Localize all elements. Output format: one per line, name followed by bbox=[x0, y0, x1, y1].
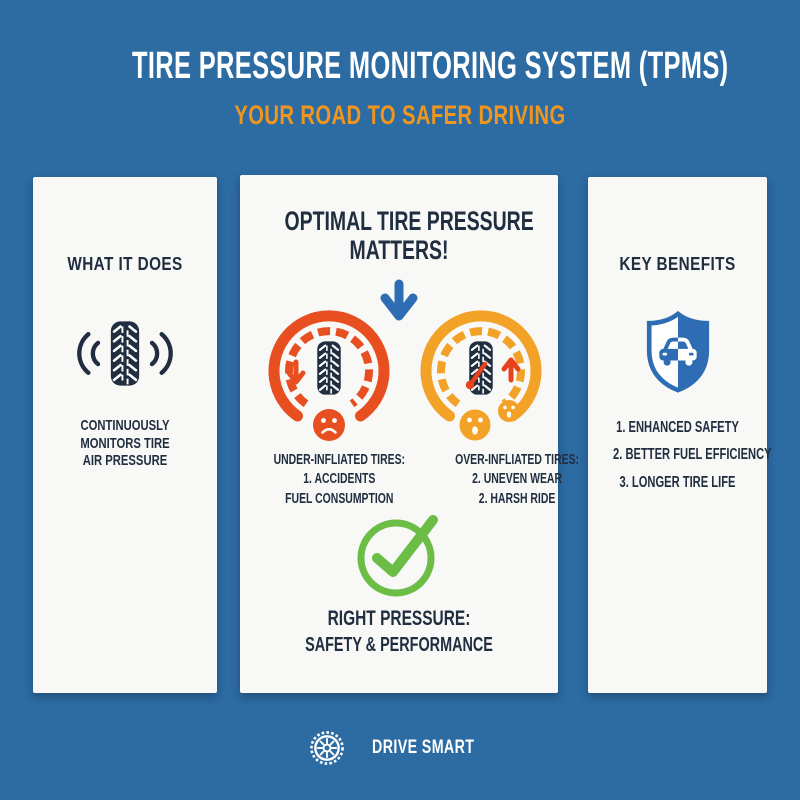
center-title-line: OPTIMAL TIRE PRESSURE bbox=[284, 206, 534, 236]
panel-left-description: CONTINUOUSLY MONITORS TIRE AIR PRESSURE bbox=[56, 417, 194, 470]
under-inflated-column: UNDER-INFLIATED TIRES: 1. ACCIDENTS FUEL… bbox=[274, 451, 405, 509]
wheel-logo-icon bbox=[310, 731, 345, 765]
shield-car-icon bbox=[588, 310, 767, 399]
page-subtitle: YOUR ROAD TO SAFER DRIVING bbox=[234, 100, 566, 130]
shield-with-car-icon bbox=[646, 310, 709, 393]
benefit-item: 1. ENHANCED SAFETY bbox=[616, 419, 739, 436]
benefit-item: 2. BETTER FUEL EFFICIENCY bbox=[613, 446, 772, 464]
conclusion-line: RIGHT PRESSURE: bbox=[327, 606, 471, 630]
description-line: AIR PRESSURE bbox=[82, 452, 168, 470]
description-line: CONTINUOUSLY bbox=[80, 417, 170, 434]
down-arrow-icon bbox=[240, 279, 558, 330]
over-inflated-column: OVER-INFLIATED TIRES: 2. UNEVEN WEAR 2. … bbox=[455, 451, 579, 509]
panel-key-benefits: KEY BENEFITS bbox=[588, 177, 772, 693]
under-inflated-heading: UNDER-INFLIATED TIRES: bbox=[273, 452, 406, 468]
over-inflated-item: 2. HARSH RIDE bbox=[478, 490, 555, 507]
panel-right-title: KEY BENEFITS bbox=[619, 254, 736, 274]
panel-left-title: WHAT IT DOES bbox=[67, 254, 183, 274]
benefit-item: 3. LONGER TIRE LIFE bbox=[619, 473, 736, 491]
header: TIRE PRESSURE MONITORING SYSTEM (TPMS) Y… bbox=[0, 0, 800, 129]
green-check-icon bbox=[357, 515, 438, 597]
panel-optimal-pressure: OPTIMAL TIRE PRESSURE MATTERS! bbox=[240, 175, 579, 693]
over-inflated-heading: OVER-INFLIATED TIRES: bbox=[454, 452, 579, 468]
under-inflated-gauge-icon bbox=[268, 310, 390, 441]
page-title: TIRE PRESSURE MONITORING SYSTEM (TPMS) bbox=[132, 45, 729, 87]
center-title-line: MATTERS! bbox=[349, 235, 449, 266]
blue-down-arrow-icon bbox=[380, 279, 418, 321]
check-circle-icon bbox=[240, 506, 558, 603]
conclusion-line: SAFETY & PERFORMANCE bbox=[305, 633, 493, 656]
conclusion-text: RIGHT PRESSURE: SAFETY & PERFORMANCE bbox=[240, 605, 558, 658]
under-inflated-item: 1. ACCIDENTS bbox=[303, 471, 376, 488]
over-inflated-gauge-icon bbox=[420, 310, 542, 441]
panel-what-it-does: WHAT IT DOES CONTINUOUSLY MONITORS TIRE … bbox=[33, 177, 217, 693]
inflation-columns: UNDER-INFLIATED TIRES: 1. ACCIDENTS FUEL… bbox=[240, 451, 579, 509]
tire-with-signal-waves-icon bbox=[77, 319, 173, 388]
under-inflated-item: FUEL CONSUMPTION bbox=[285, 490, 394, 507]
brand-name: DRIVE SMART bbox=[372, 737, 475, 758]
footer-brand: DRIVE SMART bbox=[0, 729, 800, 767]
benefits-list: 1. ENHANCED SAFETY 2. BETTER FUEL EFFICI… bbox=[613, 419, 772, 502]
over-inflated-item: 2. UNEVEN WEAR bbox=[471, 471, 562, 488]
panel-center-title: OPTIMAL TIRE PRESSURE MATTERS! bbox=[284, 206, 534, 266]
description-line: MONITORS TIRE bbox=[80, 434, 170, 452]
tire-signal-icon bbox=[33, 313, 217, 399]
